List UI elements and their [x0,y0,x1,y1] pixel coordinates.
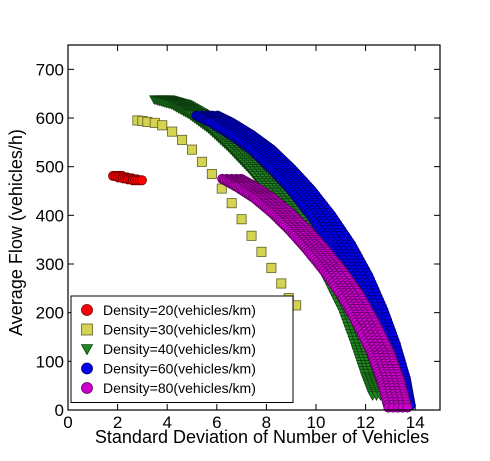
x-tick-label: 4 [162,413,171,432]
series-1 [108,170,147,186]
y-tick-label: 700 [36,60,64,79]
legend: Density=20(vehicles/km) Density=30(vehicl… [70,295,294,403]
legend-item: Density=60(vehicles/km) [81,361,256,377]
x-tick-label: 2 [113,413,122,432]
axis-ticks: 0 2 4 6 8 10 12 14 0 100 200 300 400 500 600 700 [36,45,440,432]
y-tick-label: 0 [55,401,64,420]
legend-marker [80,344,94,356]
series-5 [217,173,413,413]
data-point [177,134,188,145]
legend-item: Density=40(vehicles/km) [80,341,256,357]
data-point [266,262,277,273]
legend-item: Density=20(vehicles/km) [81,302,256,318]
data-point [167,126,178,137]
legend-label: Density=40(vehicles/km) [103,341,256,357]
y-tick-label: 400 [36,206,64,225]
x-tick-label: 8 [262,413,271,432]
data-point [276,278,287,289]
data-point [136,175,147,186]
data-point [206,168,217,179]
y-tick-label: 300 [36,255,64,274]
legend-label: Density=20(vehicles/km) [103,302,256,318]
x-tick-label: 14 [406,413,425,432]
x-tick-label: 10 [307,413,326,432]
legend-marker [81,323,93,336]
legend-item: Density=30(vehicles/km) [81,322,256,338]
legend-label: Density=60(vehicles/km) [103,361,256,377]
x-tick-label: 0 [63,413,72,432]
legend-label: Density=80(vehicles/km) [103,380,256,396]
legend-marker [81,304,93,316]
x-axis-label: Standard Deviation of Number of Vehicles [95,427,429,447]
data-point [256,246,267,257]
y-tick-label: 600 [36,109,64,128]
x-tick-label: 12 [356,413,375,432]
plot-frame [67,44,441,411]
data-point [186,144,197,155]
legend-box [70,295,294,403]
legend-marker [81,362,93,375]
legend-label: Density=30(vehicles/km) [103,322,256,338]
y-tick-label: 100 [36,352,64,371]
data-point [226,198,237,209]
y-axis-label: Average Flow (vehicles/h) [6,129,26,336]
data-point [236,214,247,225]
data-point [196,156,207,167]
legend-item: Density=80(vehicles/km) [81,380,256,396]
legend-marker [81,382,93,394]
y-tick-label: 200 [36,304,64,323]
x-tick-label: 6 [212,413,221,432]
data-point [157,120,168,131]
data-point [246,230,257,241]
plot-area [108,95,416,413]
y-tick-label: 500 [36,158,64,177]
data-point [402,402,413,413]
